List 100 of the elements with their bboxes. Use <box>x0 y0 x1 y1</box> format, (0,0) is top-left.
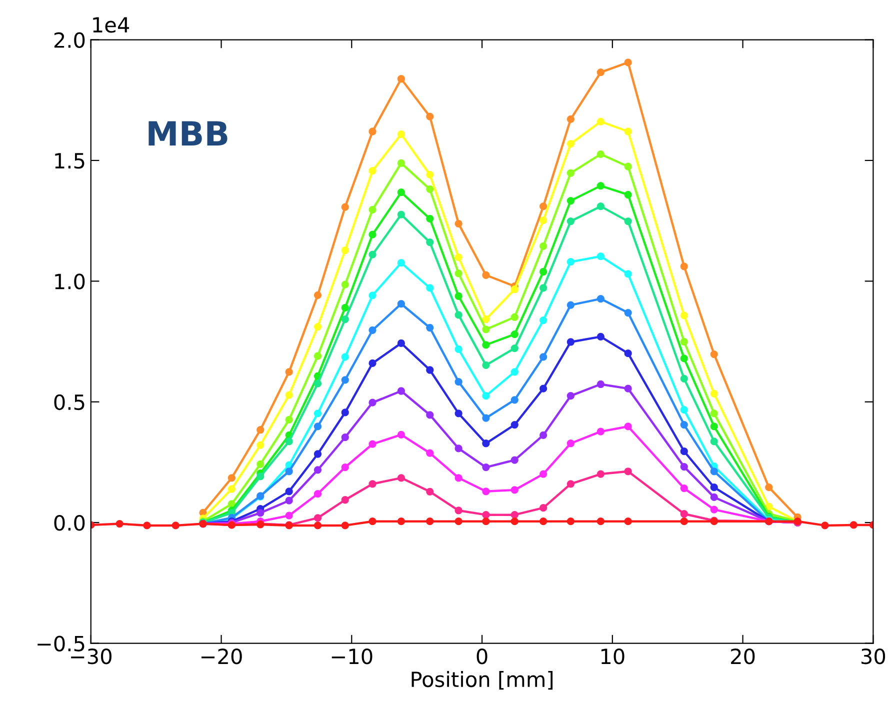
point <box>624 422 632 430</box>
point <box>368 128 376 136</box>
point <box>566 301 575 309</box>
point <box>397 300 406 308</box>
point <box>426 238 434 246</box>
point <box>341 280 349 288</box>
point <box>680 338 688 346</box>
point <box>482 271 490 279</box>
point <box>710 438 718 446</box>
point <box>566 518 575 526</box>
point <box>624 162 632 170</box>
point <box>397 339 406 348</box>
point <box>596 150 604 158</box>
point <box>482 341 490 349</box>
point <box>510 456 518 464</box>
point <box>368 398 376 406</box>
point <box>680 518 688 526</box>
point <box>285 512 293 520</box>
point <box>710 506 718 514</box>
point <box>482 488 490 496</box>
point <box>710 350 718 358</box>
point <box>680 462 688 471</box>
point <box>341 408 349 416</box>
point <box>566 258 575 266</box>
point <box>454 378 462 386</box>
point <box>116 520 124 528</box>
point <box>426 284 434 292</box>
point <box>454 410 462 418</box>
point <box>596 470 604 478</box>
point <box>680 420 688 429</box>
point <box>368 359 376 368</box>
point <box>566 115 575 123</box>
point <box>596 428 604 436</box>
point <box>539 504 548 512</box>
point <box>341 315 349 324</box>
point <box>228 485 236 493</box>
point <box>680 262 688 270</box>
point <box>341 463 349 472</box>
point <box>285 468 293 476</box>
point <box>539 518 548 526</box>
point <box>482 392 490 400</box>
point <box>539 216 548 224</box>
point <box>454 292 462 300</box>
x-tick-label: 20 <box>731 648 755 664</box>
point <box>566 480 575 488</box>
point <box>566 338 575 346</box>
point <box>510 286 518 294</box>
x-tick-label: 0 <box>476 648 488 664</box>
point <box>510 344 518 352</box>
point <box>426 449 434 457</box>
y-tick-label: 1.5 <box>55 153 84 169</box>
point <box>397 130 406 138</box>
point <box>228 474 236 482</box>
point <box>426 214 434 222</box>
point <box>821 522 829 530</box>
point <box>510 511 518 519</box>
point <box>680 374 688 383</box>
point <box>596 118 604 126</box>
point <box>368 292 376 300</box>
point <box>510 313 518 321</box>
point <box>680 354 688 362</box>
annotation: MBB <box>148 121 228 146</box>
point <box>368 250 376 258</box>
point <box>539 202 548 210</box>
point <box>172 522 180 530</box>
point <box>624 58 632 66</box>
y-tick-label: 0.5 <box>54 394 84 410</box>
point <box>454 253 462 262</box>
point <box>539 284 548 292</box>
point <box>566 440 575 448</box>
point <box>341 434 349 442</box>
point <box>285 496 293 504</box>
point <box>256 460 264 468</box>
point <box>314 291 322 299</box>
point <box>680 448 688 456</box>
point <box>680 312 688 320</box>
point <box>256 509 264 517</box>
point <box>454 270 462 278</box>
point <box>256 472 264 480</box>
point <box>624 350 632 358</box>
point <box>566 140 575 148</box>
point <box>482 463 490 472</box>
point <box>341 203 349 211</box>
point <box>368 480 376 488</box>
point <box>368 206 376 214</box>
point <box>482 414 490 422</box>
point <box>624 384 632 392</box>
point <box>314 380 322 388</box>
x-tick-label: 10 <box>601 648 624 664</box>
point <box>482 518 490 526</box>
x-tick-label: 30 <box>862 648 886 664</box>
point <box>314 422 322 430</box>
point <box>285 416 293 424</box>
point <box>454 444 462 452</box>
x-axis-title: Position [mm] <box>412 671 553 690</box>
point <box>426 170 434 179</box>
point <box>539 431 548 439</box>
point <box>850 521 858 529</box>
point <box>397 474 406 482</box>
point <box>368 326 376 334</box>
